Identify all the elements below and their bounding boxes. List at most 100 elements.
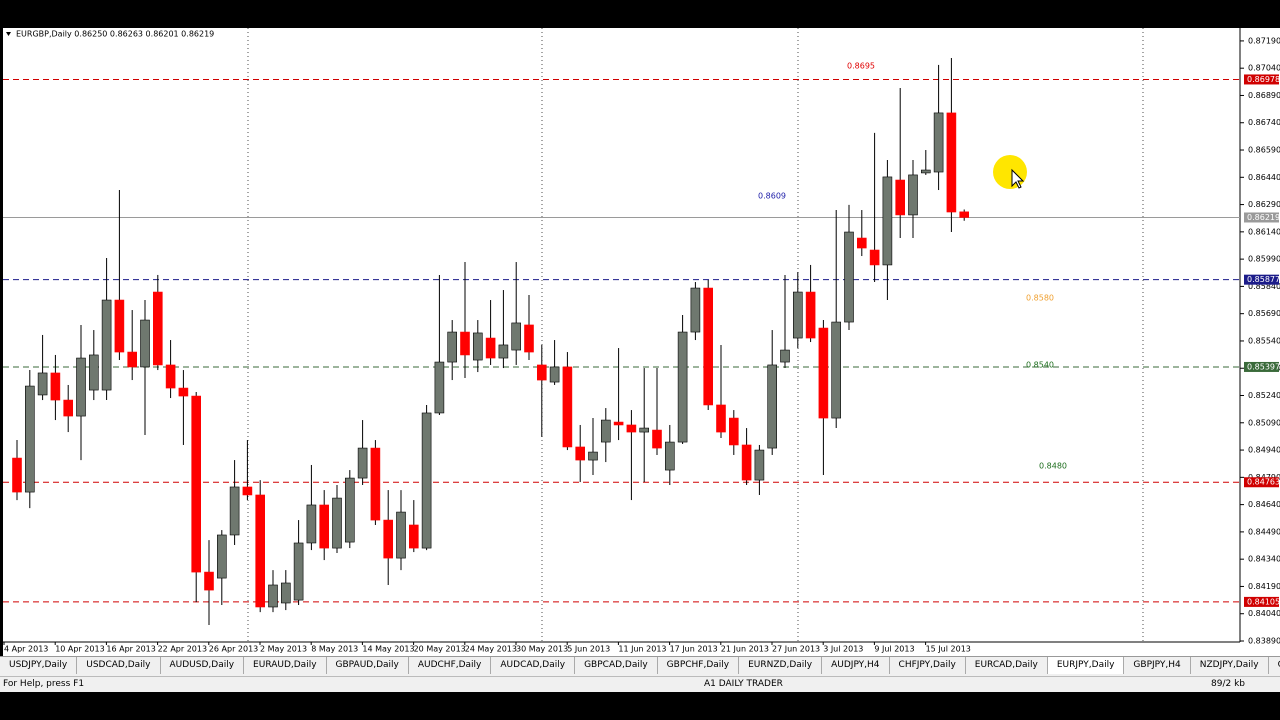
candle-body	[12, 457, 22, 493]
y-tick-label: 0.86890	[1248, 91, 1280, 100]
candle-body	[357, 447, 368, 479]
candle-body	[805, 291, 816, 339]
candle-body	[293, 542, 304, 601]
candle-body	[383, 519, 394, 559]
candle-body	[882, 176, 893, 266]
x-tick-label: 4 Apr 2013	[4, 645, 48, 654]
status-help: For Help, press F1	[3, 679, 85, 689]
candle-body	[690, 287, 701, 333]
candle-body	[920, 169, 931, 174]
candle-body	[37, 372, 48, 396]
chart-tab[interactable]: NZDJPY,Daily	[1191, 657, 1269, 674]
candle-body	[959, 211, 970, 218]
level-tag	[1244, 477, 1279, 488]
candle-body	[50, 372, 61, 401]
candle-body	[24, 385, 35, 493]
menu-arrow[interactable]	[6, 32, 11, 36]
chart-tab[interactable]: GBPAUD,Daily	[327, 657, 409, 674]
level-label: 0.84763	[1247, 478, 1280, 487]
x-tick-label: 24 May 2013	[465, 645, 517, 654]
candle-body	[511, 322, 522, 351]
cursor-highlight	[993, 155, 1027, 189]
chart-tab[interactable]: GBPCAD,Daily	[575, 657, 658, 674]
status-bar: For Help, press F1 A1 DAILY TRADER 89/2 …	[0, 676, 1280, 692]
candle-body	[472, 332, 483, 361]
candle-body	[217, 534, 227, 579]
y-tick-label: 0.84940	[1248, 446, 1280, 455]
chart-title: EURGBP,Daily 0.86250 0.86263 0.86201 0.8…	[16, 30, 214, 39]
candle-body	[76, 357, 86, 417]
chart-tab[interactable]: USDCAD,Daily	[77, 657, 161, 674]
candle-body	[895, 179, 906, 216]
candle-body	[229, 486, 240, 536]
candle-body	[664, 441, 675, 471]
candle-body	[140, 319, 150, 368]
y-tick-label: 0.84340	[1248, 555, 1280, 564]
level-tag	[1244, 361, 1279, 372]
candle-body	[588, 451, 598, 461]
candle-body	[242, 486, 253, 496]
chart-tab[interactable]: EURAUD,Daily	[244, 657, 327, 674]
candle-body	[549, 366, 560, 383]
candle-body	[101, 299, 112, 391]
level-tag	[1244, 212, 1279, 223]
x-tick-label: 5 Jun 2013	[567, 645, 610, 654]
candle-body	[344, 477, 355, 543]
chart-tab[interactable]: AUDCAD,Daily	[491, 657, 576, 674]
candle-body	[536, 364, 547, 381]
level-tag	[1244, 596, 1279, 607]
level-tag	[1244, 274, 1279, 285]
status-traffic: 89/2 kb	[1211, 679, 1245, 689]
y-tick-label: 0.85990	[1248, 255, 1280, 264]
candle-body	[204, 571, 214, 591]
candle-body	[319, 504, 330, 549]
candle-body	[639, 427, 650, 433]
y-tick-label: 0.84190	[1248, 582, 1280, 591]
chart-tab[interactable]: CHFJPY,Daily	[890, 657, 966, 674]
annotation: 0.8480	[1039, 462, 1067, 471]
y-tick-label: 0.85840	[1248, 282, 1280, 291]
chart-tab[interactable]: AUDJPY,H4	[822, 657, 890, 674]
level-label: 0.84105	[1247, 597, 1280, 606]
candle-body	[728, 417, 739, 446]
candle-body	[178, 387, 189, 397]
x-tick-label: 27 Jun 2013	[772, 645, 820, 654]
candle-body	[306, 504, 317, 544]
cursor	[1011, 168, 1025, 189]
candle-body	[856, 237, 867, 249]
candle-body	[600, 419, 611, 443]
level-label: 0.85397	[1247, 362, 1280, 371]
x-tick-label: 9 Jul 2013	[874, 645, 914, 654]
candle-body	[524, 324, 534, 353]
y-tick-label: 0.86140	[1248, 227, 1280, 236]
chart-tab[interactable]: AUDUSD,Daily	[161, 657, 245, 674]
candle-body	[280, 582, 291, 604]
candle-body	[792, 291, 803, 339]
candle-body	[408, 524, 419, 549]
plot-area	[3, 28, 1240, 642]
y-tick-label: 0.87190	[1248, 36, 1280, 45]
chart-tab[interactable]: CADCHF,Daily	[1269, 657, 1280, 674]
candle-body	[741, 444, 752, 481]
candle-body	[370, 447, 381, 521]
candle-body	[434, 361, 445, 414]
chart-tab[interactable]: EURCAD,Daily	[966, 657, 1048, 674]
x-tick-label: 11 Jun 2013	[618, 645, 666, 654]
x-tick-label: 10 Apr 2013	[55, 645, 104, 654]
chart-tab[interactable]: EURNZD,Daily	[739, 657, 823, 674]
annotation: 0.8695	[847, 62, 875, 71]
y-tick-label: 0.86440	[1248, 173, 1280, 182]
candle-body	[396, 511, 406, 559]
chart-tab[interactable]: EURJPY,Daily	[1047, 657, 1125, 674]
candle-body	[562, 366, 573, 448]
chart-tab[interactable]: GBPCHF,Daily	[658, 657, 740, 674]
y-tick-label: 0.84490	[1248, 527, 1280, 536]
chart-tab[interactable]: AUDCHF,Daily	[409, 657, 492, 674]
x-tick-label: 15 Jul 2013	[926, 645, 971, 654]
chart-tab[interactable]: USDJPY,Daily	[0, 657, 78, 674]
chart-tab[interactable]: GBPJPY,H4	[1124, 657, 1191, 674]
x-tick-label: 14 May 2013	[362, 645, 414, 654]
x-tick-label: 17 Jun 2013	[670, 645, 718, 654]
candle-body	[908, 174, 918, 216]
